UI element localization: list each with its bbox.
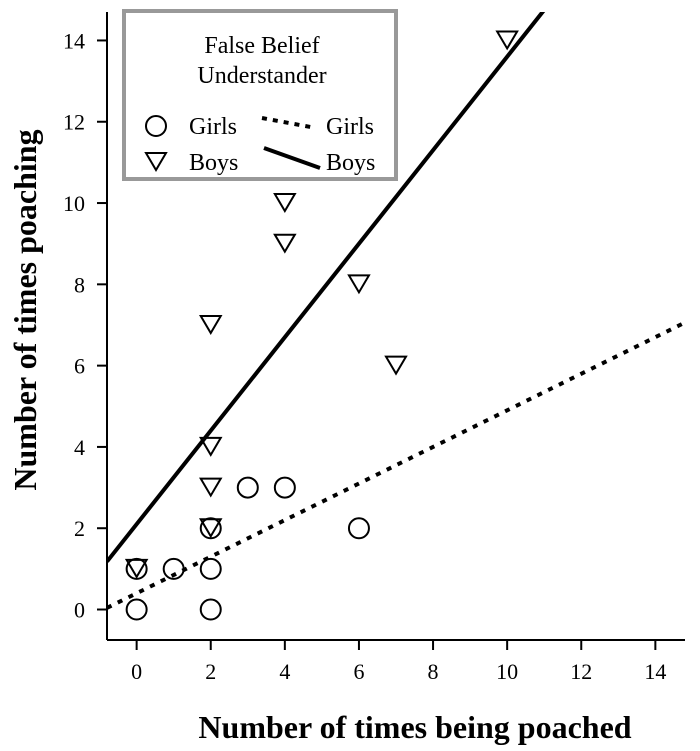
x-tick-label-0: 0 [131,659,142,684]
y-tick-label-6: 6 [74,354,85,379]
legend-girls-line-label: Girls [326,114,374,140]
y-tick-label-10: 10 [63,191,85,216]
fit-line-girls-dotted [107,320,685,610]
legend-girls-circle-marker [145,115,167,137]
y-tick-label-0: 0 [74,598,85,623]
x-tick-label-2: 2 [205,659,216,684]
point-girls-8 [347,517,370,540]
axes: 0 2 4 6 8 10 12 14 0 2 4 6 8 10 12 14 [63,12,685,684]
legend: False Belief Understander Girls Girls Bo… [122,9,398,181]
x-tick-label-12: 12 [570,659,592,684]
x-axis-title: Number of times being poached [198,709,631,745]
point-boys-9 [495,30,519,51]
y-tick-label-12: 12 [63,110,85,135]
legend-girls-dotted-line [261,116,317,130]
y-tick-label-14: 14 [63,28,85,53]
point-girls-3 [199,598,222,621]
legend-boys-marker-label: Boys [189,150,238,176]
legend-boys-triangle-marker [144,152,168,172]
point-boys-2 [198,477,223,498]
x-tick-label-4: 4 [279,659,290,684]
y-axis-title: Number of times poaching [7,129,43,490]
point-boys-4 [198,314,223,335]
legend-boys-line-label: Boys [326,150,375,176]
clipped-layer [107,12,685,621]
y-tick-label-2: 2 [74,516,85,541]
legend-title-line-1: False Belief [204,33,319,59]
point-girls-7 [273,476,296,499]
x-tick-label-8: 8 [428,659,439,684]
x-tick-label-6: 6 [353,659,364,684]
point-boys-0 [124,558,149,579]
y-tick-label-4: 4 [74,435,85,460]
point-boys-6 [273,193,297,214]
point-girls-4 [199,557,222,580]
point-girls-0 [125,598,148,621]
plot-area [107,12,685,621]
point-boys-7 [347,274,371,295]
point-boys-1 [198,518,223,539]
point-boys-5 [273,233,297,254]
x-tick-label-10: 10 [496,659,518,684]
legend-title-line-2: Understander [197,63,326,89]
y-tick-label-8: 8 [74,272,85,297]
x-tick-label-14: 14 [644,659,666,684]
fit-line-boys-solid [107,12,546,563]
legend-box [122,9,398,181]
point-boys-8 [384,355,408,376]
legend-girls-marker-label: Girls [189,114,237,140]
point-girls-2 [162,557,185,580]
point-boys-3 [198,436,223,457]
point-girls-6 [236,476,259,499]
legend-boys-solid-line [263,146,321,170]
